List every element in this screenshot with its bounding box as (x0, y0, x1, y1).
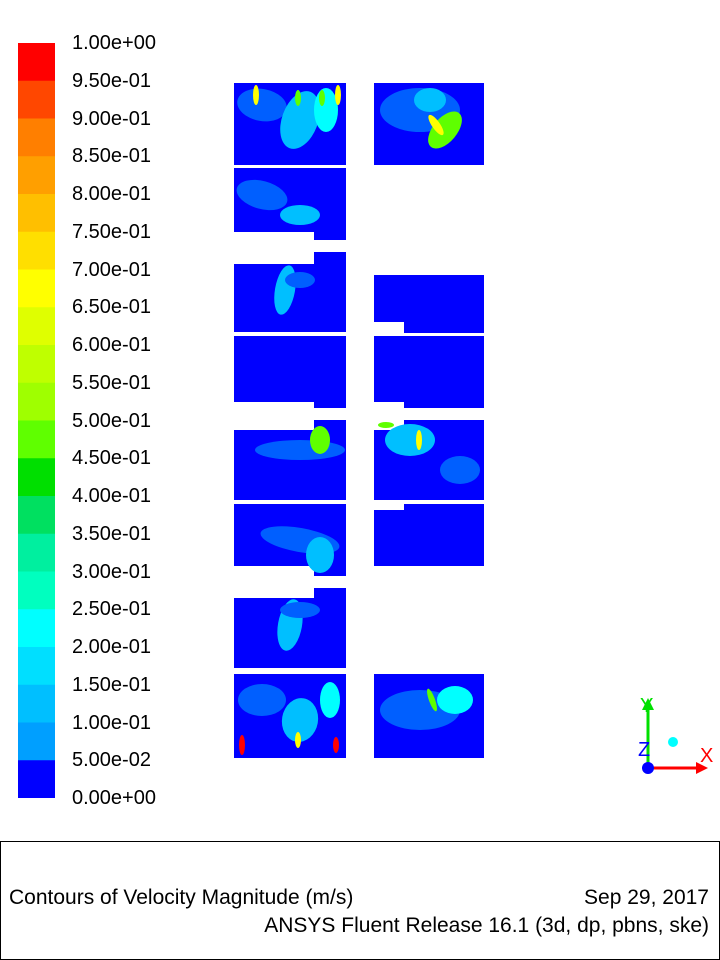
colormap-band (18, 458, 55, 497)
wall-gap (374, 322, 404, 336)
plot-title: Contours of Velocity Magnitude (m/s) (9, 886, 354, 909)
origin-marker (668, 737, 678, 747)
colormap-band (18, 231, 55, 270)
colormap-tick-label: 5.00e-02 (72, 749, 151, 772)
colormap-tick-label: 4.50e-01 (72, 447, 151, 470)
colormap-band (18, 420, 55, 459)
colormap-tick-label: 3.50e-01 (72, 522, 151, 545)
info-panel: Contours of Velocity Magnitude (m/s) Sep… (0, 841, 720, 960)
velocity-contour-region (295, 732, 301, 748)
colormap-tick-labels: 1.00e+00 9.50e-01 9.00e-01 8.50e-01 8.00e-01… (72, 0, 212, 820)
contour-plot-viewport[interactable] (225, 75, 495, 765)
x-axis-arrowhead (696, 762, 708, 774)
velocity-contour-region (440, 456, 480, 484)
plot-date: Sep 29, 2017 (584, 886, 709, 909)
velocity-contour-region (333, 737, 339, 753)
colormap-band (18, 647, 55, 686)
colormap-band (18, 609, 55, 648)
velocity-contour-region (280, 205, 320, 225)
z-axis-dot (642, 762, 654, 774)
colormap-band (18, 307, 55, 346)
y-axis-label: Y (640, 695, 653, 717)
velocity-contour-region (310, 426, 330, 454)
colormap-band (18, 345, 55, 384)
velocity-contour-region (255, 440, 345, 460)
colormap-tick-label: 6.50e-01 (72, 296, 151, 319)
colormap-tick-label: 4.00e-01 (72, 485, 151, 507)
velocity-contour-region (253, 85, 259, 105)
velocity-contour-region (428, 114, 444, 136)
floor-zone-left-4 (234, 336, 346, 408)
velocity-contour-region (280, 91, 320, 149)
wall-gap (234, 566, 314, 598)
colormap-tick-label: 2.50e-01 (72, 598, 151, 621)
colormap-band (18, 194, 55, 233)
colormap-band (18, 571, 55, 610)
axis-triad: Y X Z (638, 695, 713, 774)
x-axis-label: X (700, 745, 713, 767)
y-axis-arrowhead (642, 698, 654, 710)
colormap-tick-label: 1.50e-01 (72, 673, 151, 696)
colormap-tick-label: 7.00e-01 (72, 258, 151, 281)
colormap-band (18, 156, 55, 195)
colormap-tick-label: 5.00e-01 (72, 409, 151, 432)
colormap-tick-label: 0.00e+00 (72, 787, 156, 809)
velocity-contour-region (238, 684, 286, 716)
colormap-band (18, 382, 55, 421)
velocity-contour-region (280, 602, 320, 618)
velocity-contour-region (239, 735, 245, 755)
colormap-legend-bar (18, 43, 55, 798)
velocity-contour-region (427, 688, 437, 712)
velocity-contour-region (281, 698, 319, 742)
colormap-tick-label: 3.00e-01 (72, 560, 151, 583)
velocity-contour-region (306, 537, 334, 573)
velocity-contour-region (416, 430, 422, 450)
floor-zone-right-5 (374, 504, 484, 566)
colormap-band (18, 80, 55, 119)
solver-info: ANSYS Fluent Release 16.1 (3d, dp, pbns,… (264, 914, 709, 937)
colormap-tick-label: 5.50e-01 (72, 371, 151, 394)
velocity-contour-region (335, 85, 341, 105)
colormap-tick-label: 9.00e-01 (72, 107, 151, 130)
velocity-contour-region (428, 111, 462, 149)
velocity-contour-region (437, 686, 473, 714)
velocity-contour-region (295, 90, 301, 106)
velocity-contour-region (320, 682, 340, 718)
colormap-band (18, 496, 55, 535)
colormap-tick-label: 6.00e-01 (72, 334, 151, 356)
colormap-tick-label: 9.50e-01 (72, 69, 151, 92)
wall-gap (234, 402, 314, 430)
colormap-band (18, 43, 55, 82)
wall-gap (374, 500, 404, 510)
colormap-tick-label: 8.50e-01 (72, 145, 151, 168)
velocity-contour-region (319, 90, 325, 106)
colormap-band (18, 760, 55, 798)
colormap-tick-label: 2.00e-01 (72, 636, 151, 658)
velocity-contour-region (236, 179, 288, 211)
floor-zone-left-5 (234, 420, 346, 500)
velocity-contour-region (385, 424, 435, 456)
velocity-contour-region (314, 88, 338, 132)
colormap-band (18, 118, 55, 157)
colormap-band (18, 269, 55, 308)
velocity-contour-region (237, 88, 287, 122)
colormap-tick-label: 1.00e-01 (72, 711, 151, 734)
floor-zone-right-3 (374, 336, 484, 408)
colormap-band (18, 722, 55, 761)
colormap-band (18, 533, 55, 572)
colormap-band (18, 684, 55, 723)
colormap-tick-label: 8.00e-01 (72, 183, 151, 205)
velocity-contour-region (378, 422, 394, 428)
velocity-contour-region (285, 272, 315, 288)
velocity-contour-region (414, 88, 446, 112)
colormap-tick-label: 7.50e-01 (72, 220, 151, 243)
colormap-tick-label: 1.00e+00 (72, 32, 156, 54)
z-axis-label: Z (638, 739, 650, 761)
wall-gap (234, 232, 314, 264)
